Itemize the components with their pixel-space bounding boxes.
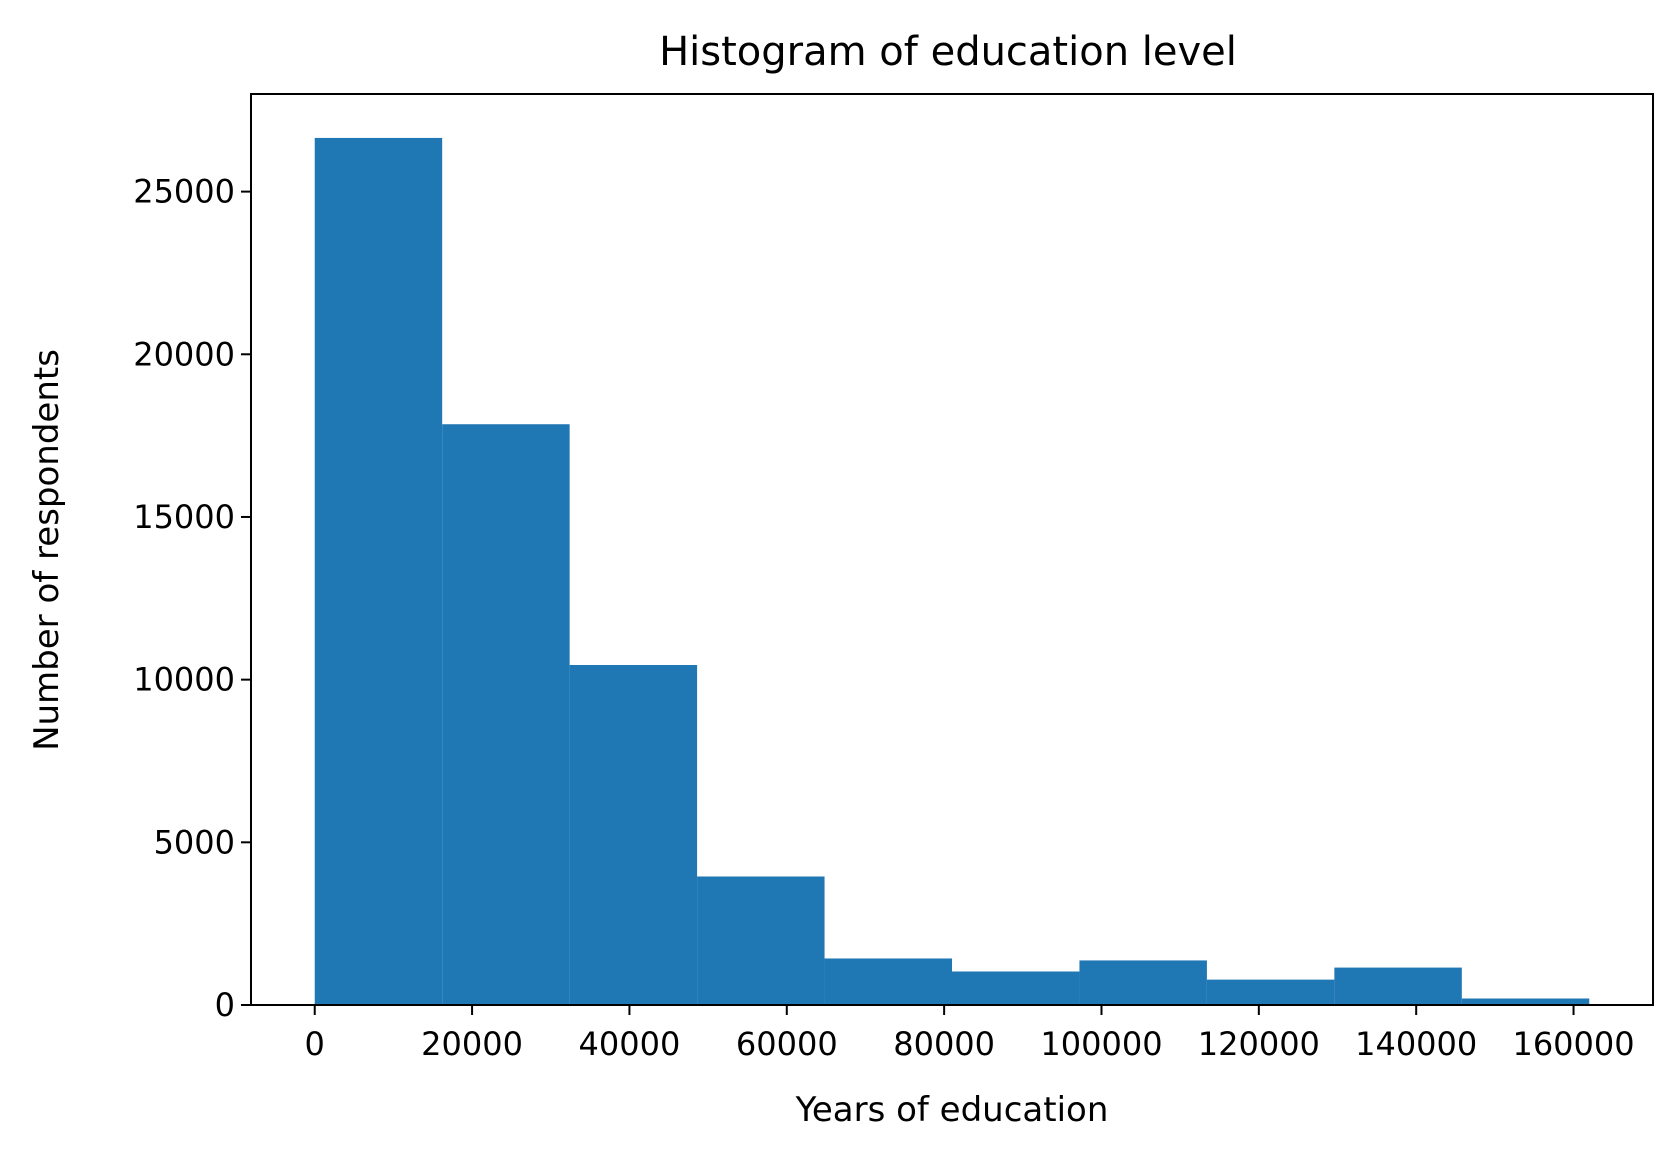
x-axis-title: Years of education	[795, 1090, 1109, 1130]
x-tick-label: 80000	[893, 1025, 995, 1063]
x-tick-label: 60000	[736, 1025, 838, 1063]
y-axis-title: Number of respondents	[27, 349, 67, 751]
y-tick-label: 5000	[154, 823, 235, 861]
x-tick-label: 0	[305, 1025, 325, 1063]
histogram-bar	[697, 876, 825, 1005]
x-tick-label: 120000	[1198, 1025, 1320, 1063]
chart-title: Histogram of education level	[659, 29, 1237, 75]
x-axis-ticks: 0 20000 40000 60000 80000 100000 120000 140000 1…	[305, 1005, 1635, 1063]
x-tick-label: 20000	[421, 1025, 523, 1063]
histogram-bar	[442, 424, 570, 1005]
y-tick-label: 25000	[133, 173, 235, 211]
histogram-bar	[824, 958, 952, 1005]
x-tick-label: 160000	[1512, 1025, 1634, 1063]
y-tick-label: 15000	[133, 498, 235, 536]
histogram-bar	[1334, 967, 1462, 1005]
plot-frame	[250, 93, 1654, 1006]
histogram-bar	[314, 137, 443, 1005]
histogram-bar	[569, 665, 698, 1005]
y-tick-label: 20000	[133, 335, 235, 373]
histogram-bar	[1206, 979, 1335, 1005]
y-axis-ticks: 0 5000 10000 15000 20000 25000	[133, 173, 251, 1024]
bars-group	[314, 137, 1590, 1005]
x-tick-label: 100000	[1040, 1025, 1162, 1063]
x-tick-label: 140000	[1355, 1025, 1477, 1063]
x-tick-label: 40000	[579, 1025, 681, 1063]
y-tick-label: 10000	[133, 661, 235, 699]
histogram-bar	[1079, 960, 1207, 1005]
y-tick-label: 0	[215, 986, 235, 1024]
histogram-bar	[1461, 998, 1590, 1005]
histogram-bar	[952, 971, 1080, 1005]
